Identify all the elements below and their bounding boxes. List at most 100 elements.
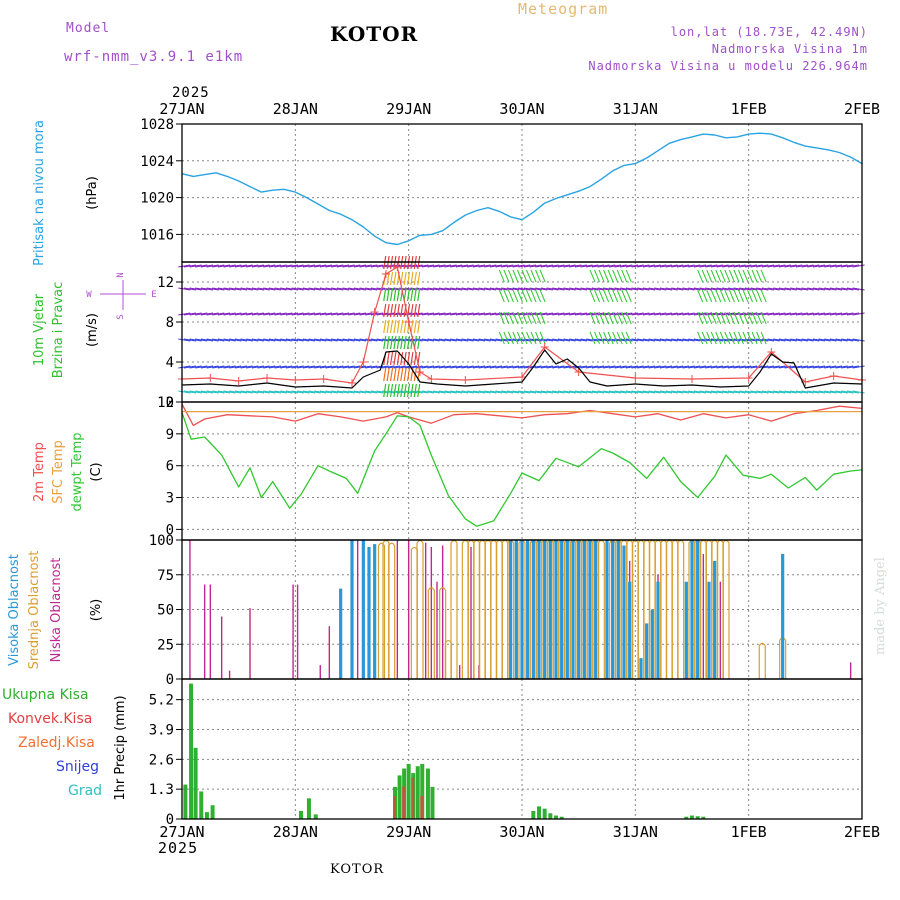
wind-arrow: [308, 264, 321, 268]
wind-arrow: [501, 287, 514, 291]
wind-arrow: [257, 365, 270, 369]
wind-arrow: [274, 365, 287, 369]
wind-arrow: [396, 367, 400, 382]
wind-arrow: [183, 264, 197, 268]
wind-arrow: [671, 264, 684, 268]
wind-arrow: [739, 312, 752, 316]
wind-arrow: [659, 338, 673, 342]
wind-arrow: [308, 390, 321, 394]
wind-arrow: [229, 390, 242, 394]
wind-arrow: [342, 338, 355, 342]
wind-arrow: [631, 365, 644, 369]
wind-arrow: [756, 331, 763, 345]
gust-marker: [461, 376, 470, 384]
wind-arrow: [240, 264, 253, 268]
wind-arrow: [625, 289, 632, 303]
wind-arrow: [586, 390, 599, 394]
wind-arrow: [389, 367, 394, 382]
wind-arrow: [410, 390, 423, 394]
wind-arrow: [818, 365, 831, 369]
wind-arrow: [637, 287, 650, 291]
wind-arrow: [557, 312, 571, 316]
wind-arrow: [697, 331, 704, 345]
wind-arrow: [724, 311, 731, 325]
wind-arrow: [417, 303, 421, 318]
wind-arrow: [620, 312, 633, 316]
wind-arrow: [557, 338, 571, 342]
wind-arrow: [693, 365, 707, 369]
wind-arrow: [801, 365, 814, 369]
wind-arrow: [750, 287, 763, 291]
wind-arrow: [676, 264, 690, 268]
wind-arrow: [767, 312, 780, 316]
y-tick-label: 75: [157, 568, 174, 584]
wind-arrow: [403, 367, 407, 382]
wind-arrow: [750, 264, 763, 268]
wind-arrow: [376, 264, 389, 268]
wind-arrow: [417, 335, 421, 350]
wind-arrow: [353, 390, 367, 394]
wind-arrow: [790, 312, 803, 316]
wind-arrow: [376, 338, 389, 342]
wind-arrow: [648, 264, 661, 268]
wind-arrow: [403, 335, 407, 350]
wind-arrow: [616, 269, 623, 283]
wind-arrow: [742, 289, 749, 303]
wind-arrow: [760, 311, 767, 325]
wind-arrow: [383, 287, 387, 302]
wind-arrow: [365, 312, 378, 316]
wind-arrow: [200, 264, 214, 268]
wind-arrow: [450, 312, 463, 316]
wind-arrow: [727, 312, 741, 316]
wind-arrow: [403, 271, 407, 286]
wind-arrow: [342, 312, 355, 316]
wind-arrow: [246, 264, 259, 268]
wind-arrow: [744, 390, 758, 394]
wind-arrow: [546, 312, 559, 316]
wind-arrow: [616, 289, 623, 303]
wind-arrow: [438, 287, 452, 291]
wind-arrow: [484, 264, 497, 268]
wind-arrow: [654, 287, 667, 291]
wind-arrow: [178, 365, 191, 369]
wind-arrow: [427, 365, 440, 369]
wind-arrow: [195, 338, 208, 342]
wind-arrow: [263, 338, 276, 342]
wind-arrow: [342, 365, 355, 369]
wind-arrow: [693, 312, 707, 316]
y-label-wind-unit: (m/s): [85, 313, 100, 347]
wind-arrow: [625, 269, 632, 283]
gust-marker: [744, 374, 753, 382]
wind-arrow: [417, 271, 421, 286]
y-label-temp-unit: (C): [89, 462, 104, 481]
wind-arrow: [325, 365, 338, 369]
wind-arrow: [540, 390, 554, 394]
y-tick-label: 6: [166, 459, 174, 475]
wind-arrow: [342, 287, 355, 291]
precip-bar-total: [415, 766, 420, 819]
cloud-bar-mid: [377, 542, 386, 679]
wind-arrow: [406, 287, 411, 302]
wind-arrow: [751, 331, 758, 345]
wind-arrow: [812, 365, 826, 369]
wind-arrow: [728, 331, 735, 345]
wind-arrow: [382, 365, 395, 369]
wind-arrow: [195, 390, 208, 394]
wind-arrow: [625, 311, 632, 325]
wind-arrow: [410, 383, 414, 398]
precip-bar-convective: [411, 777, 415, 819]
wind-arrow: [648, 390, 661, 394]
wind-arrow: [795, 338, 809, 342]
precip-bar-total: [430, 786, 435, 819]
wind-arrow: [461, 390, 474, 394]
wind-arrow: [331, 312, 344, 316]
wind-arrow: [671, 312, 684, 316]
wind-arrow: [614, 365, 627, 369]
wind-arrow: [539, 311, 546, 325]
wind-arrow: [767, 390, 780, 394]
wind-arrow: [263, 312, 276, 316]
wind-arrow: [396, 287, 400, 302]
gust-marker: [234, 377, 243, 385]
wind-arrow: [386, 319, 390, 334]
wind-arrow: [738, 269, 744, 283]
